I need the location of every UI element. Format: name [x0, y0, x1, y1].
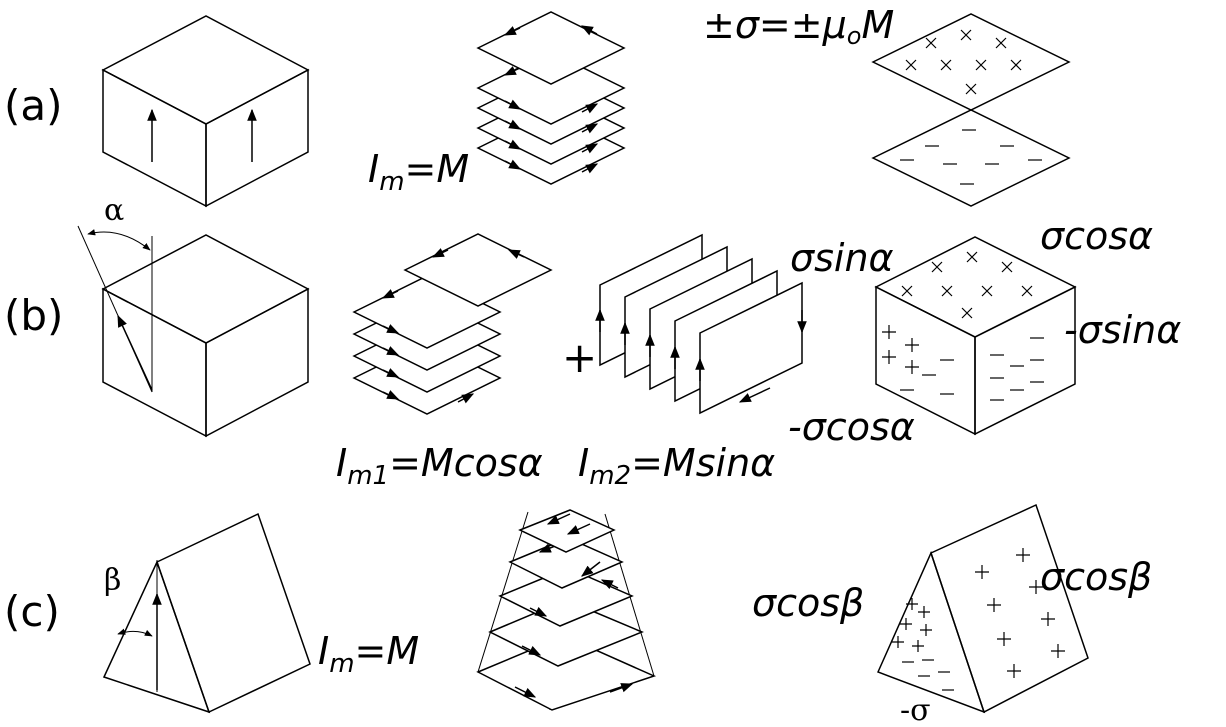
neg-sigma-sin-label: -σsinα: [1064, 308, 1181, 352]
row-c-label: (c): [4, 587, 60, 636]
charged-prism-c: [876, 503, 1089, 714]
plus-sign: +: [562, 333, 597, 382]
angle-arc-icon: [117, 628, 153, 637]
cube-b: [77, 225, 310, 438]
magnetization-arrow-icon: [117, 314, 153, 391]
current-eq-a: Im=M: [368, 147, 469, 197]
current-loops-c: [476, 509, 657, 711]
current-eq-c: Im=M: [318, 629, 419, 679]
current-loops-a: [476, 11, 626, 185]
cube-a: [101, 15, 310, 208]
sigma-cos-beta-left: σcosβ: [752, 581, 864, 625]
alpha-angle-label: α: [104, 193, 124, 228]
neg-sigma-label: -σ: [900, 693, 931, 727]
charged-plates-a: [871, 13, 1071, 207]
beta-angle-label: β: [104, 563, 121, 598]
current-eq-b2: Im2=Msinα: [578, 441, 775, 491]
sigma-sin-label: σsinα: [790, 236, 894, 280]
neg-sigma-cos-label: -σcosα: [788, 405, 915, 449]
charged-cube-b: [874, 236, 1077, 436]
sigma-cos-beta-right: σcosβ: [1040, 555, 1152, 599]
prism-c: [102, 512, 311, 714]
row-b-label: (b): [4, 291, 63, 340]
surface-charge-eq-a: ±σ=±μoM: [703, 3, 894, 50]
row-a-label: (a): [4, 81, 63, 130]
current-loops-b2: [595, 233, 807, 415]
current-loops-b1: [352, 233, 553, 415]
sigma-cos-label: σcosα: [1040, 214, 1153, 258]
angle-arc-icon: [87, 229, 151, 251]
current-eq-b1: Im1=Mcosα: [336, 441, 543, 491]
